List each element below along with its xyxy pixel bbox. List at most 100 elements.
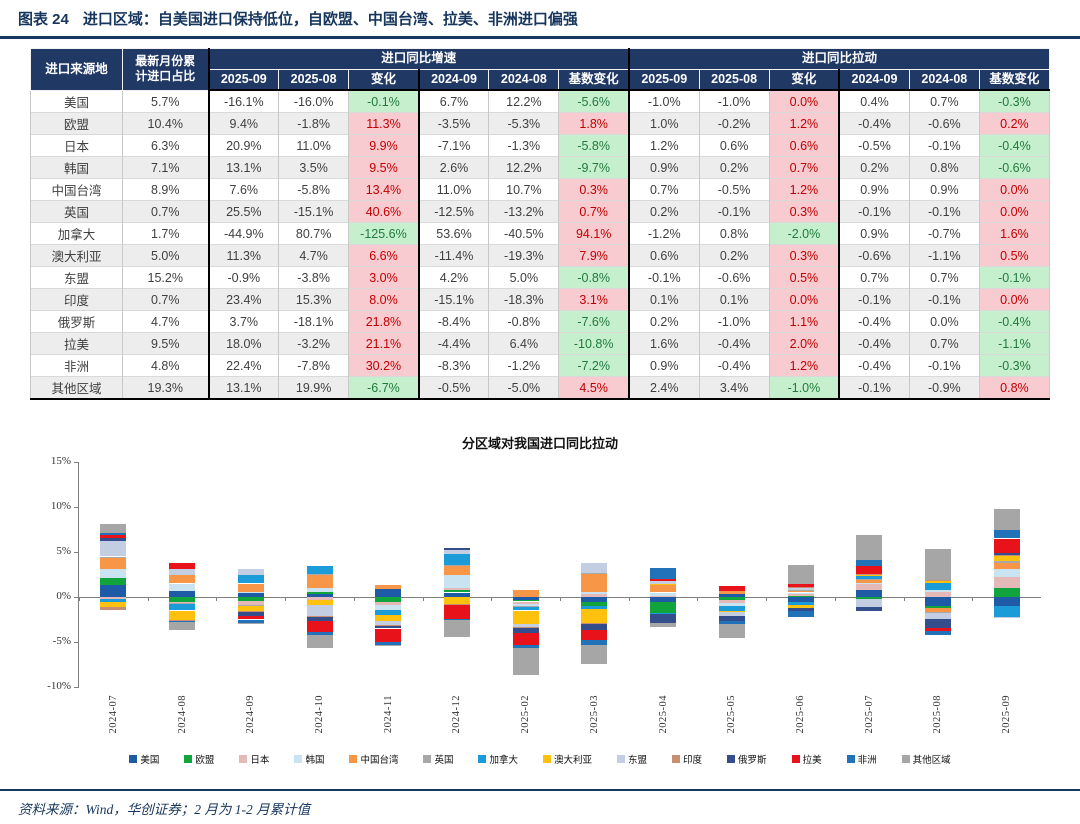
value-cell: 9.5% bbox=[348, 156, 420, 179]
bar-segment-美国 bbox=[924, 597, 951, 606]
bar-segment-东盟 bbox=[993, 616, 1020, 618]
value-cell: 0.0% bbox=[908, 310, 980, 333]
subheader-cell: 基数变化 bbox=[978, 68, 1051, 92]
bar-segment-俄罗斯 bbox=[856, 606, 883, 612]
bar-segment-欧盟 bbox=[993, 588, 1020, 597]
x-axis-tick-mark bbox=[491, 597, 493, 601]
subheader-cell: 基数变化 bbox=[558, 68, 630, 92]
bar-segment-非洲 bbox=[924, 631, 951, 635]
value-cell: 0.2% bbox=[698, 244, 770, 267]
bar-segment-美国 bbox=[443, 592, 470, 597]
bar-segment-中国台湾 bbox=[993, 562, 1020, 570]
bar-segment-拉美 bbox=[443, 605, 470, 619]
figure-title-text: 进口区域：自美国进口保持低位，自欧盟、中国台湾、拉美、非洲进口偏强 bbox=[82, 11, 578, 28]
bar-segment-欧盟 bbox=[237, 597, 264, 601]
bar-segment-非洲 bbox=[306, 632, 333, 635]
value-cell: 12.2% bbox=[488, 156, 560, 179]
title-divider bbox=[0, 36, 1080, 39]
subheader-cell: 变化 bbox=[768, 68, 841, 92]
bar-segment-澳大利亚 bbox=[237, 606, 264, 612]
bar-segment-日本 bbox=[169, 602, 196, 604]
legend-item: 欧盟 bbox=[184, 752, 214, 766]
bar-segment-日本 bbox=[718, 599, 745, 604]
value-cell: -0.1% bbox=[908, 134, 980, 157]
bar-segment-其他区域 bbox=[237, 623, 264, 624]
legend-item: 日本 bbox=[239, 752, 269, 766]
x-axis-tick-mark bbox=[79, 597, 80, 601]
bar-segment-中国台湾 bbox=[375, 585, 402, 589]
table-row: 美国 5.7% -16.1% -16.0% -0.1% 6.7% 12.2% -5.6% -1.… bbox=[30, 89, 1051, 113]
legend-swatch bbox=[617, 755, 626, 763]
value-cell: -1.8% bbox=[278, 112, 350, 135]
value-cell: 8.9% bbox=[122, 178, 209, 201]
legend-label: 英国 bbox=[434, 755, 454, 766]
bar-segment-欧盟 bbox=[856, 597, 883, 599]
bar-segment-英国 bbox=[924, 612, 951, 614]
bar-segment-其他区域 bbox=[718, 624, 745, 638]
bar-segment-其他区域 bbox=[787, 564, 814, 585]
bar-segment-韩国 bbox=[100, 569, 127, 579]
x-axis-tick-mark bbox=[422, 597, 424, 601]
value-cell: -3.5% bbox=[418, 112, 490, 135]
bar-segment-非洲 bbox=[375, 642, 402, 645]
bar-segment-韩国 bbox=[169, 583, 196, 591]
value-cell: -0.8% bbox=[558, 266, 630, 289]
bar-segment-日本 bbox=[993, 577, 1020, 588]
x-axis-tick-mark bbox=[972, 597, 974, 601]
value-cell: 7.1% bbox=[122, 156, 209, 179]
bar-segment-日本 bbox=[237, 600, 264, 606]
bar-segment-澳大利亚 bbox=[169, 610, 196, 621]
region-name-cell: 加拿大 bbox=[30, 222, 123, 245]
bar-segment-东盟 bbox=[718, 612, 745, 616]
bar-segment-韩国 bbox=[512, 604, 539, 606]
legend-item: 英国 bbox=[423, 752, 453, 766]
value-cell: 0.6% bbox=[698, 134, 770, 157]
value-cell: 0.4% bbox=[838, 89, 910, 113]
value-cell: 1.0% bbox=[628, 112, 700, 135]
bar-segment-拉美 bbox=[512, 633, 539, 645]
legend-swatch bbox=[184, 755, 193, 763]
y-axis-tick-mark bbox=[74, 507, 79, 508]
legend-swatch bbox=[349, 755, 358, 763]
value-cell: 22.4% bbox=[207, 354, 280, 377]
region-name-cell: 非洲 bbox=[30, 354, 123, 377]
value-cell: -0.1% bbox=[628, 266, 700, 289]
bar-segment-加拿大 bbox=[650, 613, 677, 615]
value-cell: 11.3% bbox=[207, 244, 280, 267]
bar-segment-澳大利亚 bbox=[375, 615, 402, 622]
legend-label: 非洲 bbox=[857, 755, 877, 766]
bar-segment-拉美 bbox=[787, 584, 814, 588]
value-cell: 23.4% bbox=[207, 288, 280, 311]
legend-swatch bbox=[791, 755, 800, 763]
bar-segment-美国 bbox=[306, 594, 333, 597]
bar-segment-英国 bbox=[993, 561, 1020, 563]
value-cell: 3.0% bbox=[348, 266, 420, 289]
bar-segment-加拿大 bbox=[512, 606, 539, 611]
bar-segment-美国 bbox=[856, 589, 883, 597]
bar-segment-英国 bbox=[787, 589, 814, 591]
x-axis-tick-label: 2024-10 bbox=[313, 695, 325, 734]
value-cell: -0.4% bbox=[838, 332, 910, 355]
bar-segment-印度 bbox=[169, 620, 196, 622]
legend-swatch bbox=[846, 755, 855, 763]
bar-segment-欧盟 bbox=[169, 597, 196, 603]
bar-segment-澳大利亚 bbox=[512, 610, 539, 624]
value-cell: 0.2% bbox=[628, 200, 700, 223]
value-cell: 0.5% bbox=[978, 244, 1051, 267]
legend-label: 其他区域 bbox=[912, 755, 951, 766]
legend-swatch bbox=[239, 755, 248, 763]
bar-segment-拉美 bbox=[375, 628, 402, 642]
bar-segment-俄罗斯 bbox=[512, 627, 539, 633]
x-axis-tick-mark bbox=[834, 597, 836, 601]
value-cell: -0.6% bbox=[978, 156, 1051, 179]
bar-segment-美国 bbox=[375, 588, 402, 597]
value-cell: 1.2% bbox=[628, 134, 700, 157]
bar-segment-澳大利亚 bbox=[787, 605, 814, 608]
value-cell: -0.4% bbox=[838, 354, 910, 377]
bar-segment-非洲 bbox=[856, 560, 883, 567]
source-note: 资料来源：Wind，华创证券；2 月为 1-2 月累计值 bbox=[18, 802, 311, 817]
bar-segment-印度 bbox=[512, 626, 539, 628]
x-axis-tick-label: 2024-11 bbox=[382, 695, 394, 734]
bar-segment-美国 bbox=[100, 585, 127, 597]
bar-segment-印度 bbox=[306, 615, 333, 617]
